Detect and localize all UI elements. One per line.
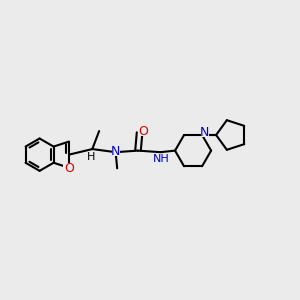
Bar bbox=[200, 128, 208, 136]
Text: O: O bbox=[64, 162, 74, 175]
Bar bbox=[63, 163, 75, 173]
Bar bbox=[157, 155, 165, 163]
Bar bbox=[88, 153, 94, 161]
Bar bbox=[139, 128, 147, 136]
Text: N: N bbox=[111, 145, 120, 158]
Text: O: O bbox=[138, 125, 148, 138]
Text: N: N bbox=[200, 126, 209, 139]
Bar bbox=[112, 148, 120, 156]
Text: NH: NH bbox=[153, 154, 169, 164]
Text: H: H bbox=[87, 152, 95, 162]
